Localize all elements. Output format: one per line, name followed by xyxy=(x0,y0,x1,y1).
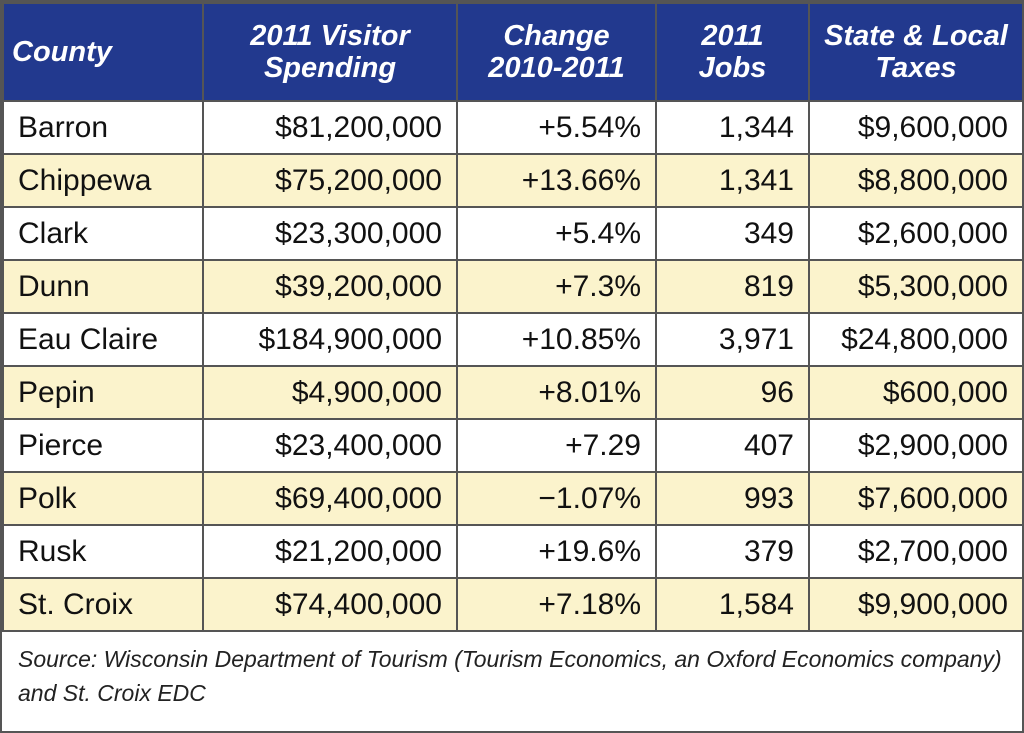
value-cell: +13.66% xyxy=(456,153,657,208)
table-row: Pierce $23,400,000 +7.29 407 $2,900,000 xyxy=(2,418,1024,473)
value-cell: $23,300,000 xyxy=(202,206,458,261)
value-cell: 96 xyxy=(655,365,810,420)
table-row: St. Croix $74,400,000 +7.18% 1,584 $9,900,00… xyxy=(2,577,1024,632)
value-cell: $69,400,000 xyxy=(202,471,458,526)
value-cell: 379 xyxy=(655,524,810,579)
county-cell: Eau Claire xyxy=(2,312,204,367)
table-row: Chippewa $75,200,000 +13.66% 1,341 $8,800,00… xyxy=(2,153,1024,208)
column-header: 2011 Visitor Spending xyxy=(202,2,458,102)
value-cell: 1,344 xyxy=(655,100,810,155)
value-cell: $2,900,000 xyxy=(808,418,1024,473)
value-cell: $81,200,000 xyxy=(202,100,458,155)
value-cell: 407 xyxy=(655,418,810,473)
value-cell: +8.01% xyxy=(456,365,657,420)
county-cell: Clark xyxy=(2,206,204,261)
value-cell: $74,400,000 xyxy=(202,577,458,632)
value-cell: +5.54% xyxy=(456,100,657,155)
value-cell: $2,600,000 xyxy=(808,206,1024,261)
value-cell: −1.07% xyxy=(456,471,657,526)
column-header: State & Local Taxes xyxy=(808,2,1024,102)
value-cell: 349 xyxy=(655,206,810,261)
value-cell: 1,584 xyxy=(655,577,810,632)
table-row: Pepin $4,900,000 +8.01% 96 $600,000 xyxy=(2,365,1024,420)
county-cell: Polk xyxy=(2,471,204,526)
value-cell: +7.18% xyxy=(456,577,657,632)
value-cell: $2,700,000 xyxy=(808,524,1024,579)
table-row: Polk $69,400,000 −1.07% 993 $7,600,000 xyxy=(2,471,1024,526)
value-cell: $4,900,000 xyxy=(202,365,458,420)
column-header: 2011 Jobs xyxy=(655,2,810,102)
value-cell: $9,900,000 xyxy=(808,577,1024,632)
table-row: Barron $81,200,000 +5.54% 1,344 $9,600,000 xyxy=(2,100,1024,155)
value-cell: $39,200,000 xyxy=(202,259,458,314)
value-cell: +7.3% xyxy=(456,259,657,314)
value-cell: 819 xyxy=(655,259,810,314)
value-cell: $8,800,000 xyxy=(808,153,1024,208)
value-cell: $75,200,000 xyxy=(202,153,458,208)
value-cell: +10.85% xyxy=(456,312,657,367)
header-row: County 2011 Visitor Spending Change 2010-2… xyxy=(2,2,1024,102)
column-header: Change 2010-2011 xyxy=(456,2,657,102)
table-row: Dunn $39,200,000 +7.3% 819 $5,300,000 xyxy=(2,259,1024,314)
value-cell: $9,600,000 xyxy=(808,100,1024,155)
value-cell: +19.6% xyxy=(456,524,657,579)
county-cell: Barron xyxy=(2,100,204,155)
county-cell: Dunn xyxy=(2,259,204,314)
value-cell: 993 xyxy=(655,471,810,526)
table-row: Clark $23,300,000 +5.4% 349 $2,600,000 xyxy=(2,206,1024,261)
value-cell: +5.4% xyxy=(456,206,657,261)
county-cell: Pierce xyxy=(2,418,204,473)
value-cell: $24,800,000 xyxy=(808,312,1024,367)
value-cell: $7,600,000 xyxy=(808,471,1024,526)
county-cell: Pepin xyxy=(2,365,204,420)
value-cell: $5,300,000 xyxy=(808,259,1024,314)
county-cell: Rusk xyxy=(2,524,204,579)
value-cell: 3,971 xyxy=(655,312,810,367)
table-row: Rusk $21,200,000 +19.6% 379 $2,700,000 xyxy=(2,524,1024,579)
source-note: Source: Wisconsin Department of Tourism … xyxy=(18,646,1002,706)
value-cell: $23,400,000 xyxy=(202,418,458,473)
county-cell: St. Croix xyxy=(2,577,204,632)
value-cell: $600,000 xyxy=(808,365,1024,420)
value-cell: $184,900,000 xyxy=(202,312,458,367)
data-table: County 2011 Visitor Spending Change 2010-2… xyxy=(2,2,1024,632)
column-header: County xyxy=(2,2,204,102)
value-cell: +7.29 xyxy=(456,418,657,473)
table-row: Eau Claire $184,900,000 +10.85% 3,971 $24,80… xyxy=(2,312,1024,367)
county-cell: Chippewa xyxy=(2,153,204,208)
value-cell: $21,200,000 xyxy=(202,524,458,579)
value-cell: 1,341 xyxy=(655,153,810,208)
